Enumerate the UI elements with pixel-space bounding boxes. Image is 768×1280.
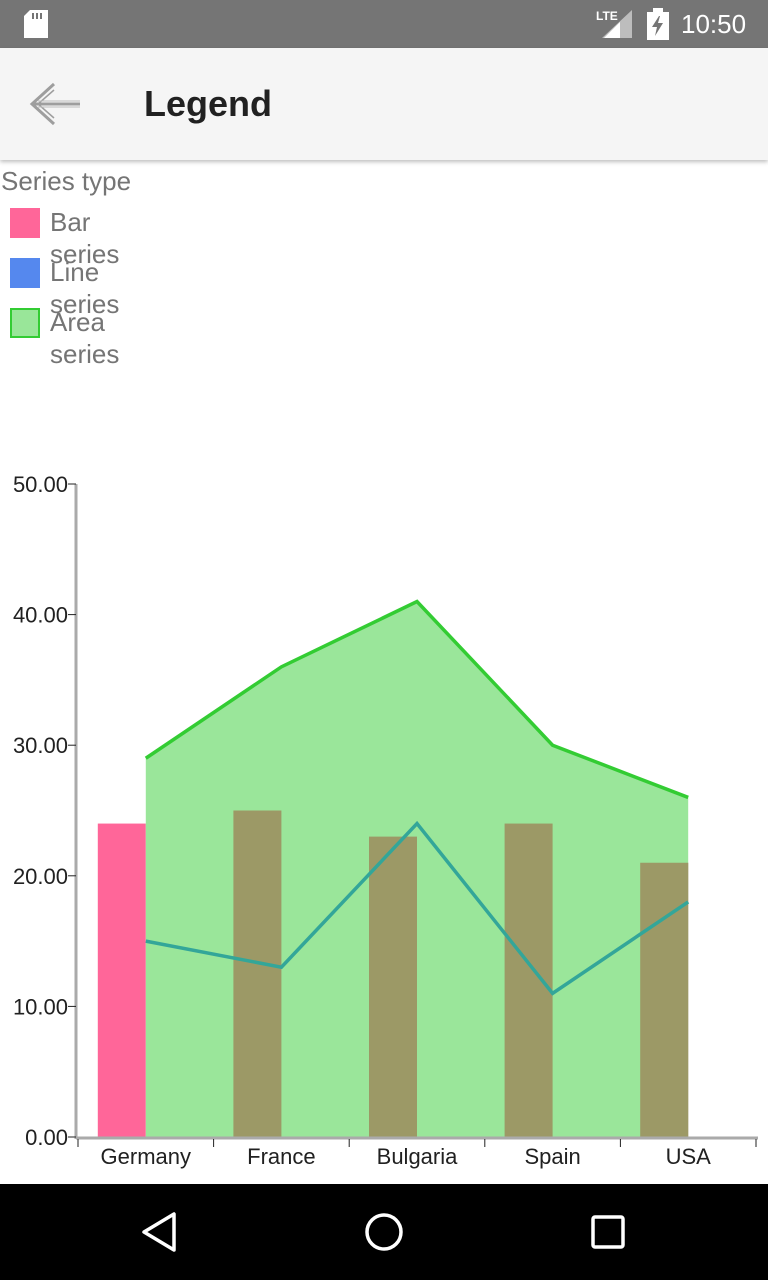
sd-card-icon bbox=[24, 10, 48, 38]
bar-mark-overlap bbox=[640, 862, 689, 1137]
legend-label: Area series bbox=[50, 307, 120, 369]
bar-mark-overlap bbox=[504, 823, 553, 1137]
network-type-label: LTE bbox=[596, 9, 618, 23]
legend-swatch-line bbox=[10, 258, 40, 288]
legend-label: Line series bbox=[50, 257, 120, 319]
bar-mark-overlap bbox=[233, 810, 282, 1137]
x-tick-label: Germany bbox=[101, 1144, 191, 1169]
nav-bar bbox=[0, 1184, 768, 1280]
y-tick-label: 50.00 bbox=[13, 472, 68, 497]
combo-chart: 0.00 10.00 20.00 30.00 40.00 50.00 Germany Fran… bbox=[13, 472, 758, 1169]
legend-item-line: Line series bbox=[10, 246, 131, 319]
signal-icon bbox=[602, 10, 632, 38]
recents-square-icon[interactable] bbox=[584, 1208, 632, 1256]
page-title: Legend bbox=[144, 83, 273, 124]
back-triangle-icon[interactable] bbox=[136, 1208, 184, 1256]
y-tick-label: 30.00 bbox=[13, 733, 68, 758]
legend-swatch-bar bbox=[10, 208, 40, 238]
status-time: 10:50 bbox=[681, 9, 747, 39]
legend-item-bar: Bar series bbox=[10, 196, 131, 269]
y-tick-label: 20.00 bbox=[13, 864, 68, 889]
x-tick-label: USA bbox=[666, 1144, 712, 1169]
home-circle-icon[interactable] bbox=[360, 1208, 408, 1256]
battery-charging-icon bbox=[647, 8, 669, 40]
y-tick-label: 10.00 bbox=[13, 994, 68, 1019]
y-tick-label: 40.00 bbox=[13, 603, 68, 628]
arrow-back-icon[interactable] bbox=[24, 80, 88, 128]
legend-title: Series type bbox=[1, 166, 132, 196]
legend-swatch-area bbox=[10, 308, 40, 338]
status-bar: LTE 10:50 bbox=[0, 0, 768, 48]
app-bar: Legend bbox=[0, 48, 768, 160]
bar-mark bbox=[97, 823, 146, 1137]
area-line bbox=[144, 599, 689, 800]
line-series bbox=[145, 820, 690, 996]
legend-label: Bar series bbox=[50, 207, 120, 269]
legend: Series type Bar series Line series Area … bbox=[0, 166, 132, 369]
legend-item-area: Area series bbox=[10, 296, 131, 369]
x-tick-label: Bulgaria bbox=[377, 1144, 458, 1169]
x-tick-label: France bbox=[247, 1144, 315, 1169]
x-tick-label: Spain bbox=[524, 1144, 580, 1169]
bar-mark-overlap bbox=[369, 836, 417, 1137]
y-tick-label: 0.00 bbox=[25, 1125, 68, 1150]
